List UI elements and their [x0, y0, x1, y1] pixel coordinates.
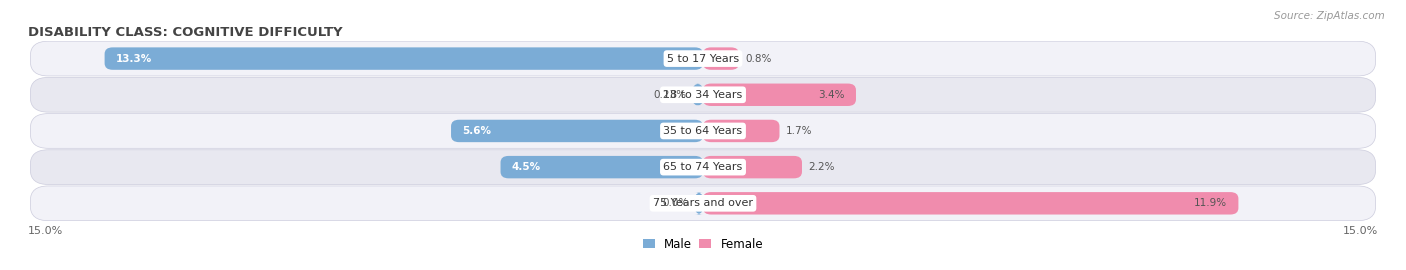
FancyBboxPatch shape: [695, 192, 703, 215]
Text: 65 to 74 Years: 65 to 74 Years: [664, 162, 742, 172]
Text: 15.0%: 15.0%: [28, 226, 63, 236]
Text: 5.6%: 5.6%: [463, 126, 491, 136]
Text: 1.7%: 1.7%: [786, 126, 813, 136]
FancyBboxPatch shape: [703, 47, 740, 70]
FancyBboxPatch shape: [31, 77, 1375, 112]
Text: 2.2%: 2.2%: [808, 162, 835, 172]
FancyBboxPatch shape: [703, 120, 779, 142]
FancyBboxPatch shape: [703, 192, 1239, 215]
Legend: Male, Female: Male, Female: [638, 233, 768, 255]
Text: 0.0%: 0.0%: [662, 198, 688, 208]
Text: 75 Years and over: 75 Years and over: [652, 198, 754, 208]
FancyBboxPatch shape: [31, 41, 1375, 76]
FancyBboxPatch shape: [703, 156, 801, 178]
Text: 0.23%: 0.23%: [652, 90, 686, 100]
Text: 13.3%: 13.3%: [115, 53, 152, 64]
Text: 18 to 34 Years: 18 to 34 Years: [664, 90, 742, 100]
Text: 5 to 17 Years: 5 to 17 Years: [666, 53, 740, 64]
FancyBboxPatch shape: [501, 156, 703, 178]
Text: 35 to 64 Years: 35 to 64 Years: [664, 126, 742, 136]
Text: 15.0%: 15.0%: [1343, 226, 1378, 236]
FancyBboxPatch shape: [693, 83, 703, 106]
Text: 11.9%: 11.9%: [1194, 198, 1227, 208]
FancyBboxPatch shape: [31, 150, 1375, 184]
Text: Source: ZipAtlas.com: Source: ZipAtlas.com: [1274, 11, 1385, 21]
FancyBboxPatch shape: [703, 83, 856, 106]
FancyBboxPatch shape: [31, 186, 1375, 221]
Text: DISABILITY CLASS: COGNITIVE DIFFICULTY: DISABILITY CLASS: COGNITIVE DIFFICULTY: [28, 26, 343, 39]
Text: 4.5%: 4.5%: [512, 162, 541, 172]
FancyBboxPatch shape: [451, 120, 703, 142]
FancyBboxPatch shape: [104, 47, 703, 70]
Text: 0.8%: 0.8%: [745, 53, 772, 64]
FancyBboxPatch shape: [31, 114, 1375, 148]
Text: 3.4%: 3.4%: [818, 90, 845, 100]
